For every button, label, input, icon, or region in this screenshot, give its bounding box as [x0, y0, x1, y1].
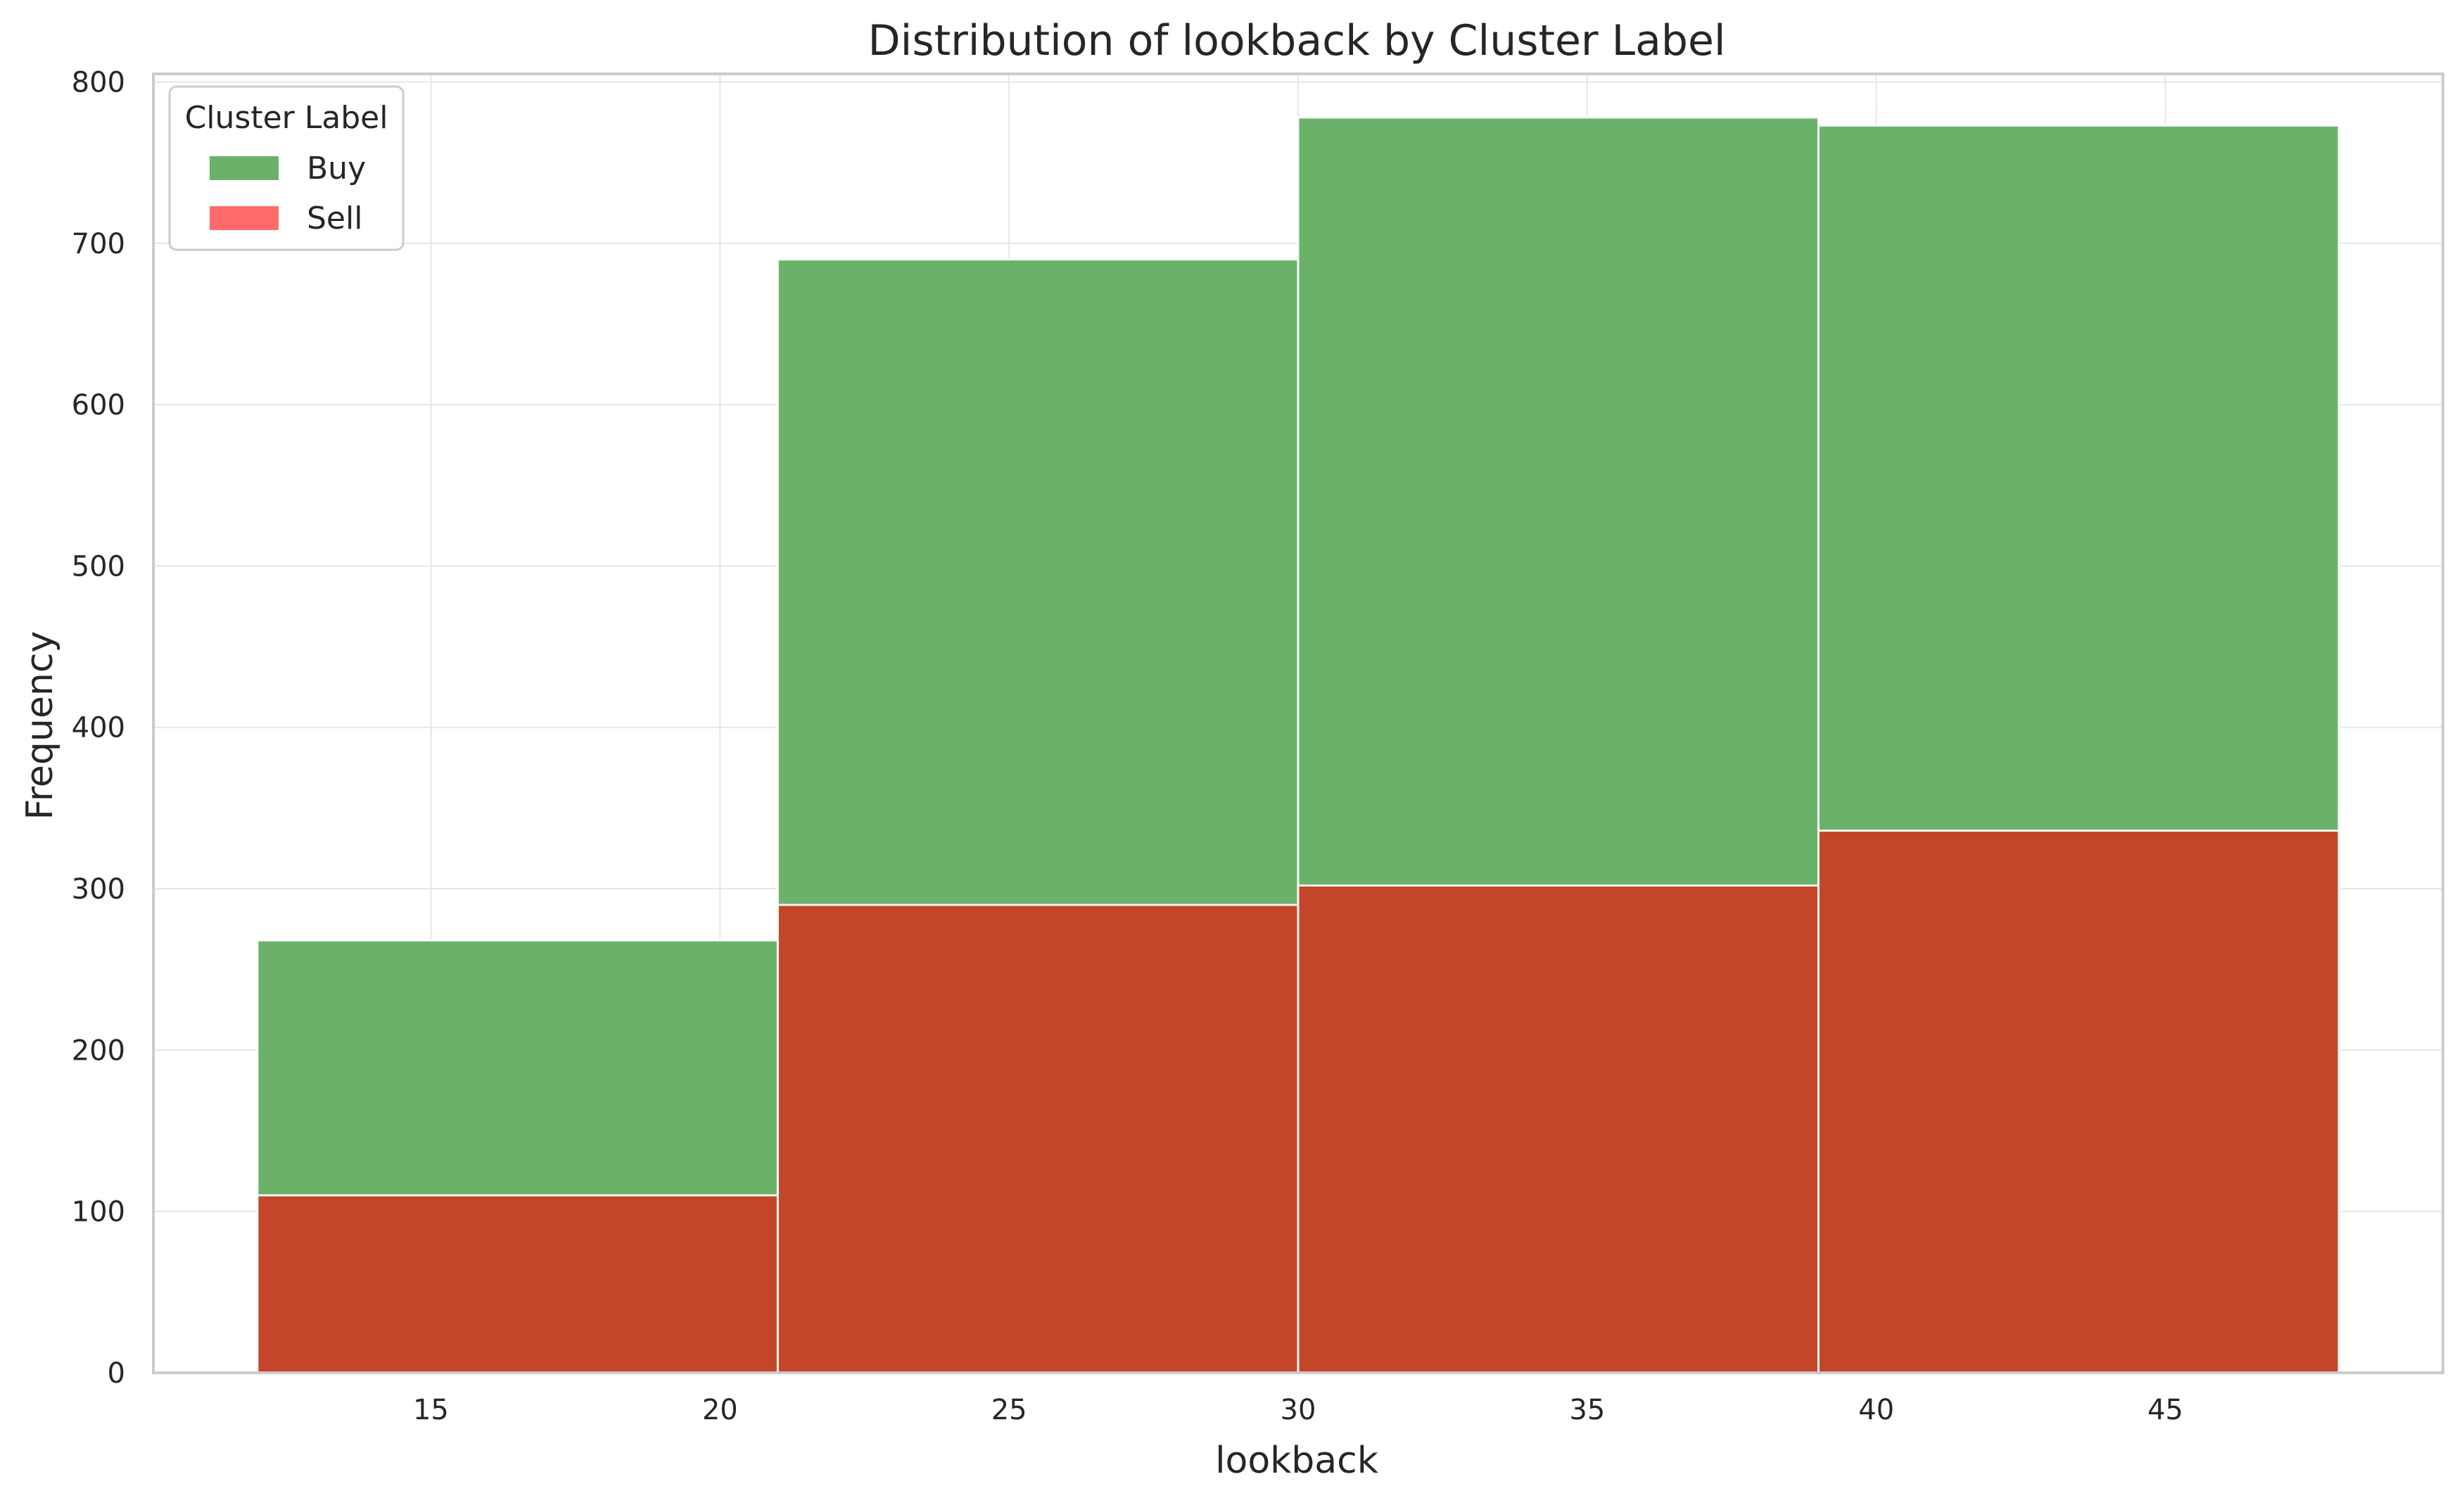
y-tick-label: 500 — [72, 550, 125, 583]
y-tick-label: 300 — [72, 873, 125, 906]
y-tick-label: 800 — [72, 66, 125, 99]
x-tick-label: 30 — [1281, 1394, 1316, 1426]
y-tick-label: 100 — [72, 1196, 125, 1229]
legend-swatch-buy — [210, 156, 279, 180]
bars — [256, 116, 2340, 1374]
x-tick-label: 45 — [2147, 1394, 2183, 1426]
y-axis-label: Frequency — [19, 631, 61, 820]
legend-swatch-sell — [210, 206, 279, 230]
x-tick-label: 25 — [991, 1394, 1027, 1426]
x-tick-labels: 15 20 25 30 35 40 45 — [413, 1394, 2183, 1426]
x-axis-label: lookback — [1215, 1440, 1378, 1482]
x-tick-label: 40 — [1858, 1394, 1894, 1426]
chart-title: Distribution of lookback by Cluster Labe… — [868, 16, 1725, 65]
y-tick-label: 400 — [72, 712, 125, 744]
x-tick-label: 20 — [702, 1394, 738, 1426]
legend: Cluster Label Buy Sell — [168, 85, 405, 251]
bar-sell-1 — [776, 903, 1300, 1374]
plot-frame — [152, 72, 2444, 1374]
y-tick-label: 0 — [108, 1357, 125, 1390]
bar-sell-0 — [256, 1194, 779, 1374]
y-tick-labels: 0 100 200 300 400 500 600 700 800 — [72, 66, 125, 1390]
x-tick-label: 35 — [1569, 1394, 1605, 1426]
y-tick-label: 200 — [72, 1034, 125, 1067]
y-tick-label: 600 — [72, 389, 125, 421]
legend-title: Cluster Label — [185, 100, 388, 136]
legend-label-sell: Sell — [307, 201, 362, 236]
bar-sell-2 — [1297, 884, 1820, 1374]
y-tick-label: 700 — [72, 228, 125, 260]
x-tick-label: 15 — [413, 1394, 449, 1426]
bar-sell-3 — [1817, 829, 2340, 1374]
legend-label-buy: Buy — [307, 151, 366, 186]
